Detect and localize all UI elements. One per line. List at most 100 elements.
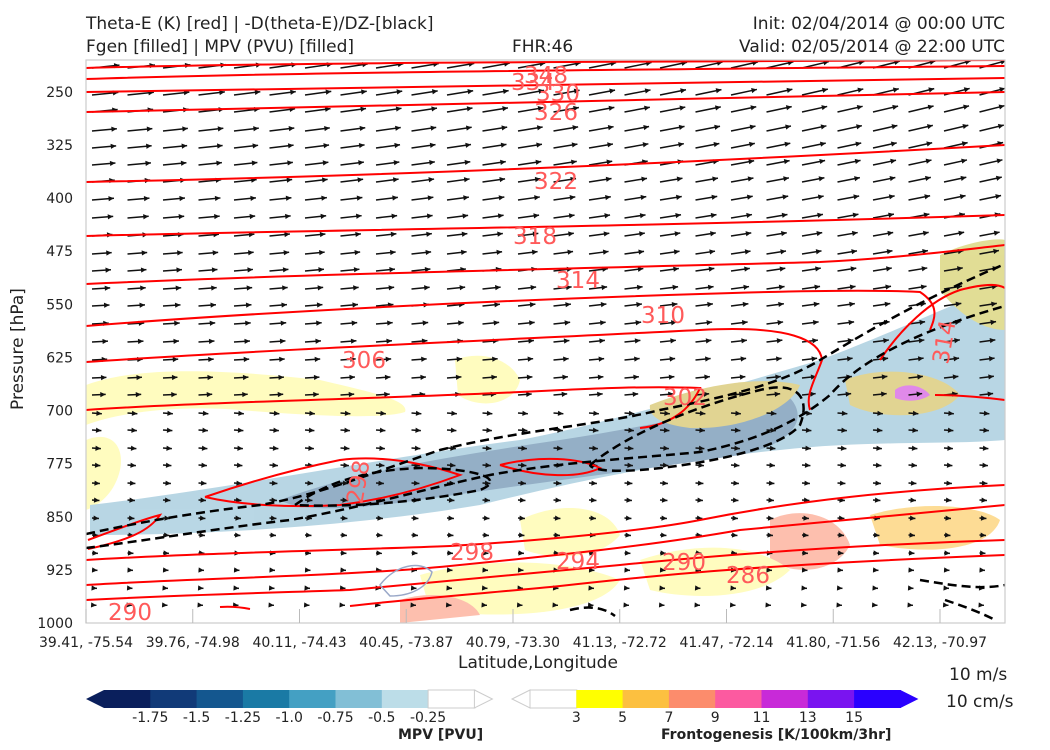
wind-vector-head	[421, 356, 427, 362]
wind-vector-head	[308, 427, 315, 433]
wind-vector-head	[819, 158, 826, 165]
wind-vector-head	[447, 532, 454, 538]
wind-vector-head	[208, 356, 214, 363]
theta-e-contour	[499, 457, 603, 477]
filled-field-region	[455, 355, 520, 404]
fgen-colorbar-segment	[622, 690, 670, 708]
wind-vector-head	[501, 125, 508, 131]
wind-vector-head	[392, 195, 398, 201]
wind-vector-head	[342, 497, 348, 503]
wind-vector-head	[306, 497, 313, 503]
wind-vector-head	[429, 159, 435, 166]
wind-vector-head	[340, 567, 346, 573]
fgen-colorbar-segment	[668, 690, 716, 708]
wind-vector-head	[464, 159, 471, 166]
stability-contour	[944, 598, 996, 622]
wind-vector-head	[139, 302, 145, 308]
wind-vector-head	[379, 445, 385, 451]
x-tick-label: 40.79, -73.30	[466, 635, 560, 651]
wind-vector-head	[340, 550, 347, 556]
wind-vector-head	[983, 427, 989, 433]
wind-vector-head	[481, 585, 488, 591]
wind-vector-head	[634, 338, 641, 344]
wind-vector-head	[518, 550, 524, 556]
y-tick-label: 325	[46, 138, 73, 154]
wind-vector-head	[538, 88, 545, 94]
wind-vector-head	[783, 159, 790, 165]
wind-vector-head	[851, 249, 857, 255]
wind-vector-head	[105, 267, 111, 273]
wind-vector-head	[554, 515, 561, 521]
theta-e-contour-label: 310	[641, 303, 685, 329]
wind-vector-head	[102, 338, 108, 345]
wind-vector-head	[769, 445, 776, 451]
wind-vector-head	[955, 301, 962, 307]
wind-vector-head	[449, 462, 456, 468]
wind-vector-head	[663, 427, 670, 433]
wind-vector-head	[815, 249, 822, 255]
wind-vector-head	[282, 285, 288, 291]
wind-vector-head	[597, 391, 603, 397]
theta-e-contour	[86, 504, 1005, 586]
wind-vector-head	[597, 374, 604, 380]
wind-vector-head	[819, 141, 826, 147]
wind-vector-head	[709, 249, 716, 255]
wind-vector-head	[483, 532, 489, 538]
wind-vector-head	[536, 125, 543, 131]
wind-vector-head	[136, 374, 142, 381]
y-tick-label: 850	[46, 510, 73, 526]
wind-vector-head	[164, 515, 170, 521]
wind-vector-head	[769, 462, 775, 468]
wind-vector-head	[605, 176, 612, 182]
wind-vector-head	[484, 480, 491, 486]
wind-vector-head	[307, 480, 313, 486]
wind-vector-head	[848, 319, 855, 326]
wind-vector-head	[944, 550, 950, 556]
wind-vector-head	[644, 88, 651, 94]
wind-vector-head	[172, 356, 179, 363]
theta-e-contour-label: 306	[342, 348, 386, 374]
wind-vector-head	[813, 301, 820, 307]
wind-vector-head	[445, 602, 452, 608]
wind-vector-head	[678, 142, 684, 148]
wind-vector-head	[179, 195, 185, 202]
theta-e-contour-label: 290	[662, 550, 706, 576]
wind-vector-head	[517, 567, 524, 573]
wind-vector-head	[734, 445, 740, 451]
wind-vector-head	[959, 194, 966, 200]
wind-vector-head	[698, 445, 705, 451]
wind-vector-head	[519, 497, 526, 503]
wind-vector-head	[884, 301, 891, 307]
wind-vector-head	[532, 231, 539, 237]
wind-vector-head	[659, 567, 666, 573]
mpv-colorbar-segment	[427, 689, 476, 709]
wind-vector-head	[662, 462, 669, 468]
wind-vector-head	[201, 445, 208, 451]
wind-vector-head	[592, 427, 599, 433]
wind-vector-head	[446, 567, 453, 573]
wind-vector-head	[516, 602, 523, 608]
wind-vector-head	[219, 89, 225, 96]
wind-vector-head	[498, 195, 505, 201]
wind-vector-head	[412, 532, 418, 538]
wind-vector-head	[946, 462, 953, 468]
wind-vector-head	[143, 214, 149, 220]
wind-vector-head	[214, 213, 220, 220]
wind-vector-head	[890, 141, 897, 147]
wind-vector-head	[465, 125, 472, 131]
wind-vector-head	[162, 585, 168, 591]
wind-vector-head	[217, 126, 224, 132]
wind-vector-head	[953, 356, 960, 362]
wind-vector-head	[166, 427, 173, 433]
x-tick-label: 39.76, -74.98	[146, 635, 240, 651]
wind-vector-head	[713, 141, 720, 148]
stability-contour	[86, 304, 1005, 550]
wind-reference-label-2: 10 cm/s	[946, 692, 1014, 712]
wind-vector-head	[885, 284, 892, 290]
wind-vector-head	[998, 104, 1005, 110]
wind-vector-head	[273, 410, 280, 416]
wind-vector-head	[350, 338, 357, 344]
mpv-colorbar-segment	[150, 690, 198, 708]
fgen-colorbar-tick: 9	[711, 710, 720, 726]
